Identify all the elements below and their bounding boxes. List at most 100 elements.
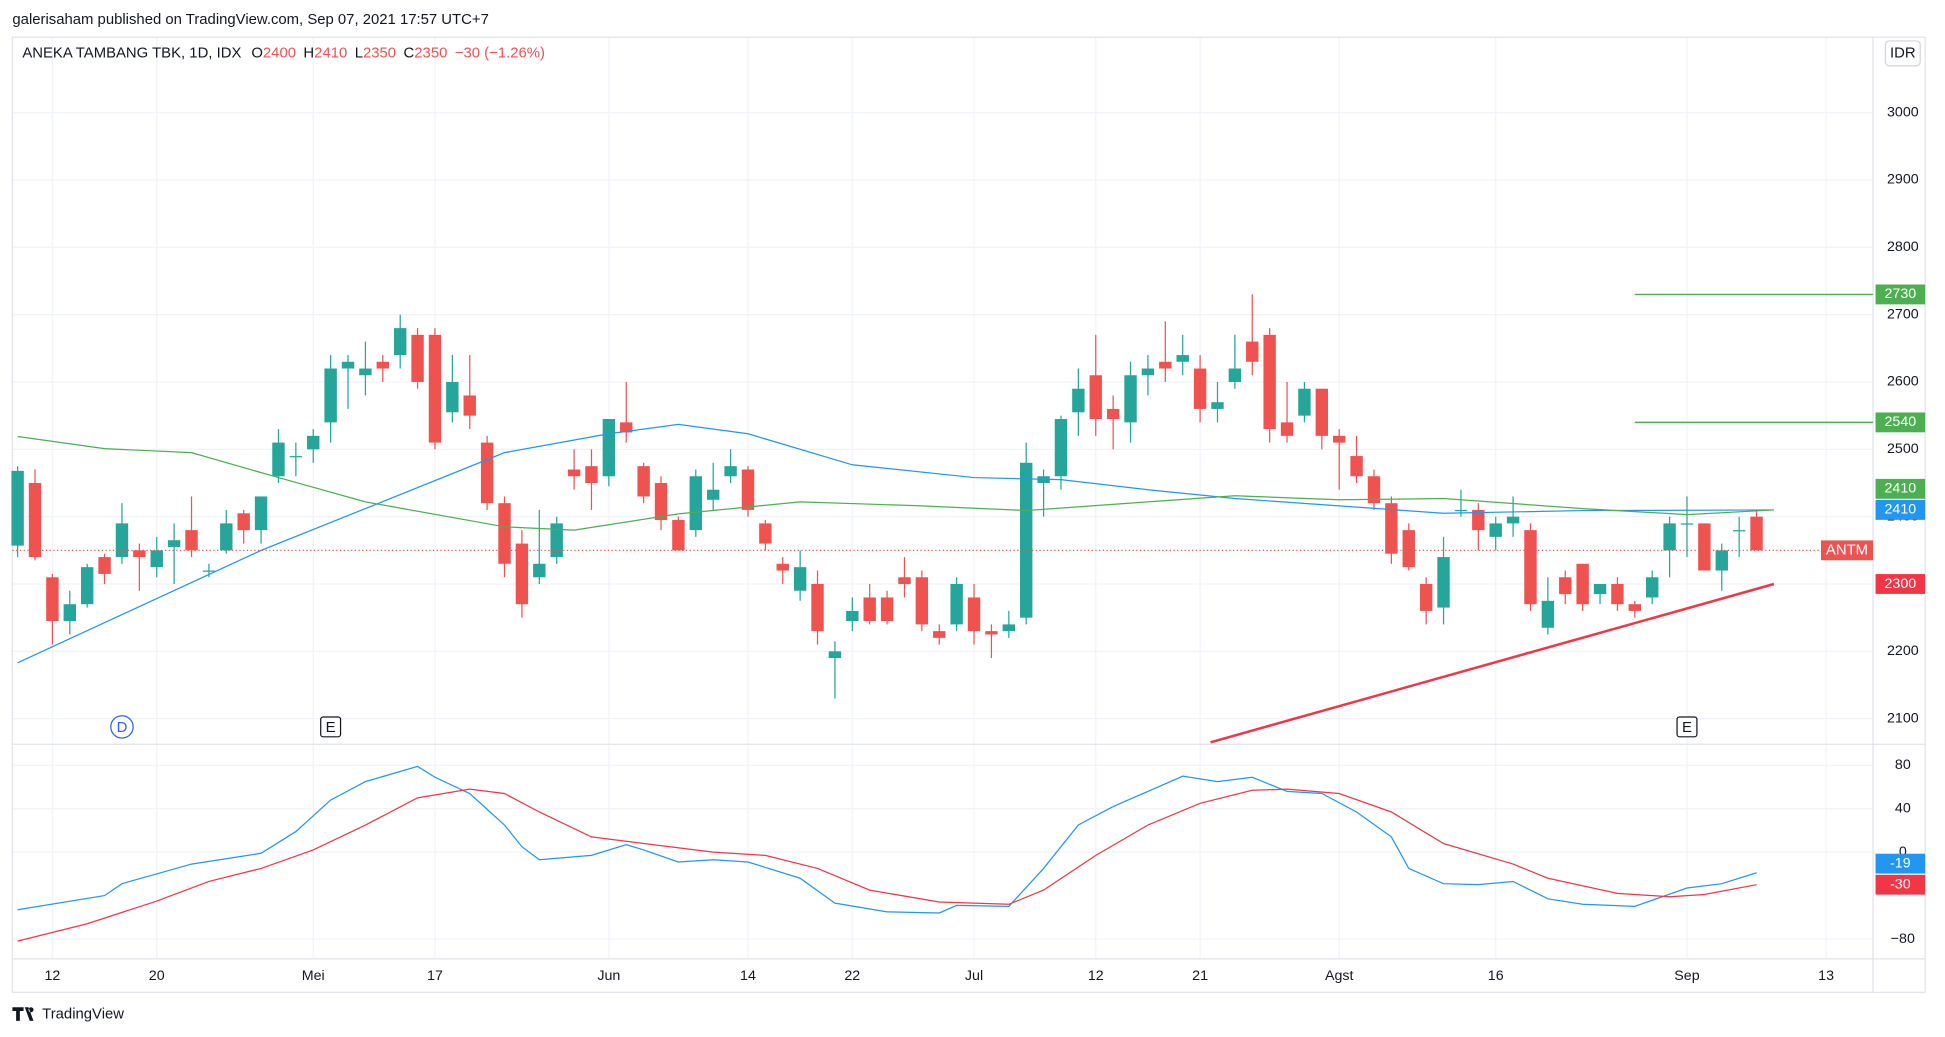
ohlc-key: H <box>303 45 314 61</box>
candle-body <box>1298 388 1311 416</box>
candle-body <box>46 577 59 622</box>
logo-mark <box>12 1007 34 1021</box>
event-marker[interactable] <box>110 715 134 739</box>
x-tick-label: Sep <box>1674 968 1699 984</box>
candle-body <box>1280 422 1294 436</box>
candle-body <box>620 422 633 433</box>
candle-body <box>1054 419 1068 477</box>
candle-body <box>1089 375 1102 420</box>
axis-value-tag <box>1875 412 1926 433</box>
candle-body <box>341 361 355 369</box>
candle-body <box>1385 503 1398 554</box>
event-label[interactable]: E <box>1682 720 1692 736</box>
ohlc-key: C <box>404 45 415 61</box>
candle-body <box>98 557 111 574</box>
candle-body <box>185 530 198 551</box>
candle-body <box>724 466 737 477</box>
candle-body <box>533 563 546 578</box>
y-tick-label: 2100 <box>1887 710 1919 726</box>
symbol-title: ANEKA TAMBANG TBK, 1D, IDX <box>22 45 241 61</box>
axis-value-label: 2730 <box>1884 286 1916 302</box>
candle-body <box>759 523 772 544</box>
candle-body <box>637 466 650 497</box>
candle-body <box>1698 523 1711 571</box>
x-tick-label: Agst <box>1325 968 1354 984</box>
candle-body <box>776 563 789 571</box>
candle-body <box>1506 516 1520 524</box>
x-tick-label: 12 <box>44 968 60 984</box>
y-tick-label: 40 <box>1895 801 1911 817</box>
candle-body <box>967 597 981 632</box>
candle-body <box>654 482 668 521</box>
candle-body <box>985 631 998 635</box>
candle-body <box>393 328 407 356</box>
candle-body <box>1193 368 1207 409</box>
candle-body <box>1750 516 1763 551</box>
series-line <box>17 765 1757 914</box>
candle-body <box>1124 375 1137 423</box>
candle-body <box>863 597 876 622</box>
axis-value-tag <box>1875 853 1926 874</box>
symbol-tag: ANTM <box>1826 542 1868 558</box>
candle-body <box>428 334 442 443</box>
candle-body <box>1419 583 1433 611</box>
candle-body <box>602 419 616 477</box>
series-line <box>1210 582 1775 744</box>
axis-value-tag <box>1875 478 1926 499</box>
x-tick-label: Mei <box>302 968 325 984</box>
candle-body <box>1002 624 1016 632</box>
axis-value-label: 2300 <box>1884 576 1916 592</box>
event-label[interactable]: D <box>117 720 128 736</box>
currency-button[interactable] <box>1884 40 1921 67</box>
candle-body <box>167 540 181 547</box>
axis-value-tag <box>1875 874 1926 895</box>
footer-brand: TradingView <box>42 1007 124 1023</box>
event-marker[interactable] <box>1676 716 1698 738</box>
x-tick-label: 21 <box>1192 968 1208 984</box>
x-tick-label: 16 <box>1488 968 1504 984</box>
candle-body <box>689 476 703 531</box>
candle-body <box>115 523 129 558</box>
publish-info: galerisaham published on TradingView.com… <box>12 12 488 28</box>
candle-body <box>915 577 929 625</box>
x-tick-label: 22 <box>844 968 860 984</box>
candle-body <box>133 550 146 558</box>
ohlc-value: 2410 <box>314 45 347 61</box>
y-tick-label: 2800 <box>1887 239 1919 255</box>
currency[interactable]: IDR <box>1890 45 1916 61</box>
y-tick-label: 2200 <box>1887 643 1919 659</box>
event-label[interactable]: E <box>326 720 336 736</box>
candle-body <box>793 567 807 591</box>
candle-body <box>463 395 476 416</box>
y-tick-label: 0 <box>1899 844 1907 860</box>
candle-body <box>1454 509 1468 512</box>
candle-body <box>1019 462 1033 618</box>
candle-body <box>1611 583 1624 605</box>
candle-body <box>80 567 94 605</box>
candle-body <box>1350 456 1363 477</box>
candle-body <box>28 482 42 558</box>
x-tick-label: 13 <box>1818 968 1834 984</box>
candle-body <box>515 543 529 605</box>
candle-body <box>1576 563 1589 605</box>
y-tick-label: 2500 <box>1887 441 1919 457</box>
candle-body <box>220 523 233 551</box>
ohlc-value: 2350 <box>363 45 396 61</box>
y-tick-label: 2900 <box>1887 172 1919 188</box>
candle-body <box>11 470 24 546</box>
candle-body <box>237 513 250 531</box>
candle-body <box>1106 408 1120 420</box>
candle-body <box>1333 435 1346 443</box>
event-marker[interactable] <box>320 716 342 738</box>
candle-body <box>359 368 372 376</box>
candle-body <box>480 442 494 504</box>
candle-body <box>150 550 163 568</box>
candle-body <box>550 523 563 558</box>
candle-body <box>1732 530 1746 532</box>
candle-body <box>289 456 303 458</box>
x-tick-label: 20 <box>149 968 165 984</box>
candle-body <box>1524 530 1537 605</box>
